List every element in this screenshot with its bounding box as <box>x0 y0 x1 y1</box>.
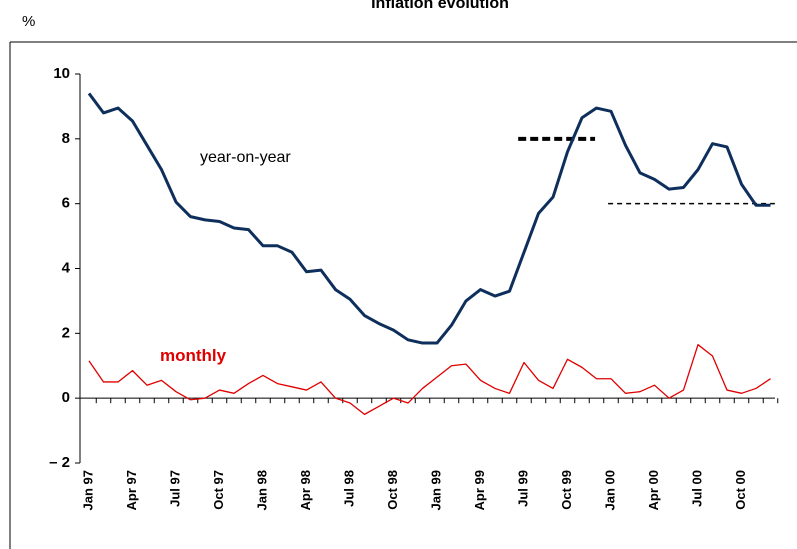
y-tick-label: 10 <box>53 65 70 82</box>
x-tick-label: Apr 97 <box>124 470 139 510</box>
x-tick-label: Apr 00 <box>646 470 661 510</box>
series-line <box>87 92 771 345</box>
series-line <box>88 344 771 416</box>
x-tick-label: Jan 97 <box>80 470 95 510</box>
x-tick-label: Oct 00 <box>733 470 748 510</box>
x-tick-label: Oct 99 <box>559 470 574 510</box>
y-tick-label: 4 <box>62 259 71 276</box>
x-tick-label: Jul 99 <box>515 470 530 507</box>
y-tick-label: 6 <box>62 195 70 212</box>
y-tick-label: 8 <box>62 130 70 147</box>
y-tick-label: – 2 <box>49 454 70 471</box>
x-tick-label: Jan 98 <box>254 470 269 510</box>
x-tick-label: Jul 97 <box>167 470 182 507</box>
x-tick-label: Apr 99 <box>472 470 487 510</box>
series-label: year-on-year <box>200 149 291 166</box>
x-tick-label: Jan 00 <box>602 470 617 510</box>
y-tick-label: 2 <box>62 324 70 341</box>
y-axis-label: % <box>22 13 35 30</box>
x-tick-label: Jan 99 <box>428 470 443 510</box>
series-label: monthly <box>160 346 227 365</box>
x-tick-label: Apr 98 <box>298 470 313 510</box>
y-tick-label: 0 <box>62 389 70 406</box>
x-tick-label: Jul 98 <box>341 470 356 507</box>
x-tick-label: Jul 00 <box>689 470 704 507</box>
x-tick-label: Oct 98 <box>385 470 400 510</box>
x-tick-label: Oct 97 <box>211 470 226 510</box>
chart-title: Inflation evolution <box>371 0 509 12</box>
